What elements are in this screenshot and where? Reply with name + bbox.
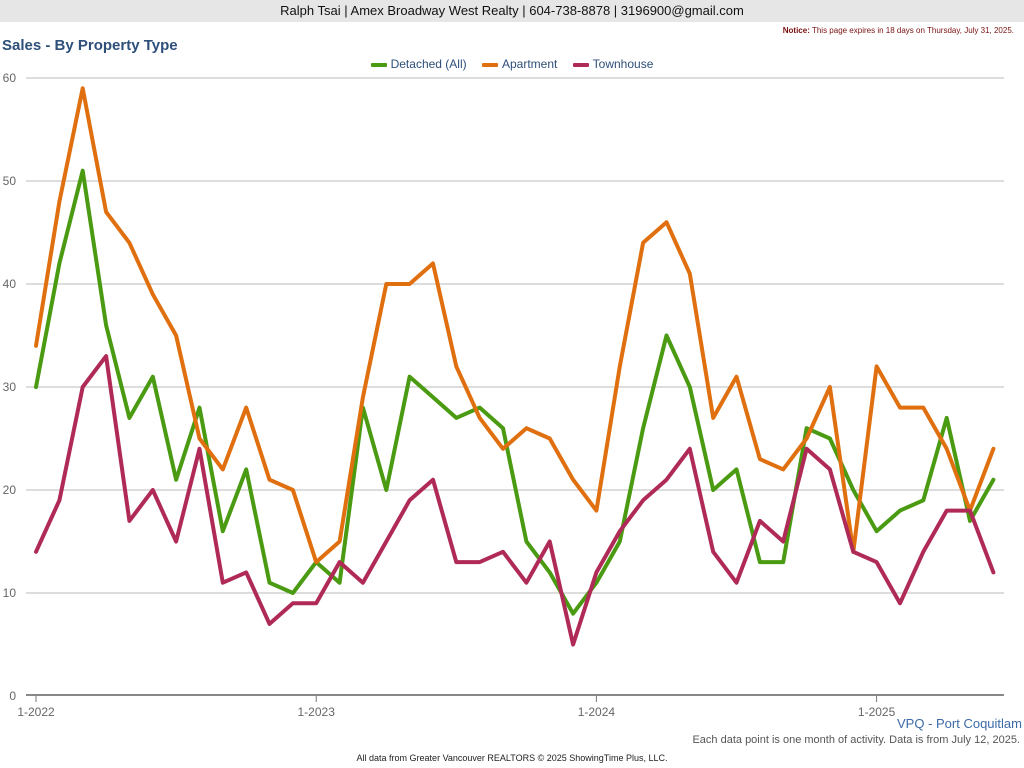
x-tick-label-1-2024: 1-2024 (578, 705, 616, 719)
y-tick-label-30: 30 (3, 380, 17, 394)
x-tick-label-1-2023: 1-2023 (298, 705, 336, 719)
data-source-footer: All data from Greater Vancouver REALTORS… (356, 753, 668, 763)
series-lines (34, 86, 996, 647)
x-tick-label-1-2025: 1-2025 (858, 705, 896, 719)
expiry-notice: Notice: This page expires in 18 days on … (783, 26, 1014, 35)
y-tick-label-10: 10 (3, 586, 17, 600)
region-label: VPQ - Port Coquitlam (897, 716, 1022, 731)
y-tick-label-60: 60 (3, 71, 17, 85)
legend-item-detached[interactable]: Detached (All) (370, 57, 467, 71)
legend-swatch-townhouse (572, 62, 589, 67)
legend-swatch-apartment (481, 62, 498, 67)
notice-label: Notice: (782, 26, 810, 35)
axes: 0 10 20 30 40 50 60 1-2022 1-2023 1-2024 1-2025 (3, 71, 1004, 719)
series-line-townhouse (34, 354, 996, 647)
y-tick-label-40: 40 (3, 277, 17, 291)
data-note: Each data point is one month of activity… (692, 734, 1020, 746)
legend-label-apartment: Apartment (501, 57, 558, 71)
notice-text: This page expires in 18 days on Thursday… (811, 26, 1014, 35)
legend-item-apartment[interactable]: Apartment (481, 57, 558, 71)
y-tick-label-50: 50 (3, 174, 17, 188)
agent-header-bar: Ralph Tsai | Amex Broadway West Realty |… (0, 0, 1024, 22)
agent-contact-line: Ralph Tsai | Amex Broadway West Realty |… (280, 3, 744, 18)
chart-legend: Detached (All) Apartment Townhouse (0, 57, 1024, 71)
x-tick-label-1-2022: 1-2022 (17, 705, 55, 719)
series-line-detached-all (34, 168, 996, 616)
legend-label-townhouse: Townhouse (592, 57, 654, 71)
legend-swatch-detached (370, 62, 387, 67)
y-tick-label-0: 0 (9, 689, 16, 703)
series-line-apartment (34, 86, 996, 565)
chart-title: Sales - By Property Type (2, 37, 178, 54)
y-tick-label-20: 20 (3, 483, 17, 497)
legend-item-townhouse[interactable]: Townhouse (572, 57, 654, 71)
legend-label-detached: Detached (All) (390, 57, 467, 71)
